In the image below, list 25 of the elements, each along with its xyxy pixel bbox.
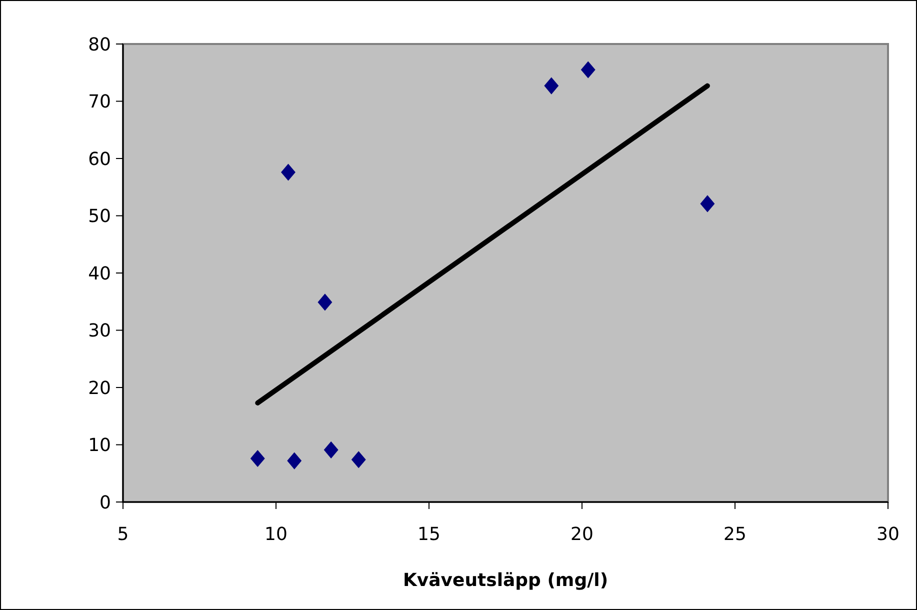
x-tick-label: 5 bbox=[117, 524, 129, 545]
point bbox=[580, 61, 596, 78]
y-tick-label: 30 bbox=[88, 320, 111, 342]
y-tick-label: 0 bbox=[100, 492, 111, 514]
y-tick-label: 70 bbox=[88, 92, 111, 113]
y-tick-label: 20 bbox=[88, 378, 111, 399]
x-tick-label: 25 bbox=[724, 524, 746, 545]
point bbox=[351, 451, 366, 468]
point bbox=[250, 450, 265, 468]
y-tick-label: 60 bbox=[88, 148, 111, 170]
point bbox=[544, 77, 559, 94]
y-tick-label: 40 bbox=[88, 263, 111, 284]
y-tick-label: 50 bbox=[88, 206, 111, 228]
x-axis-title: Kväveutsläpp (mg/l) bbox=[402, 570, 608, 591]
y-tick-label: 10 bbox=[88, 435, 111, 456]
point bbox=[318, 294, 332, 311]
x-tick-label: 20 bbox=[570, 524, 594, 545]
point bbox=[700, 195, 715, 212]
x-tick-label: 30 bbox=[876, 524, 900, 545]
point bbox=[324, 441, 338, 458]
x-tick-label: 15 bbox=[418, 524, 440, 545]
x-tick-label: 10 bbox=[264, 524, 288, 545]
point bbox=[281, 164, 296, 181]
point bbox=[287, 452, 302, 470]
y-tick-label: 80 bbox=[88, 34, 111, 56]
